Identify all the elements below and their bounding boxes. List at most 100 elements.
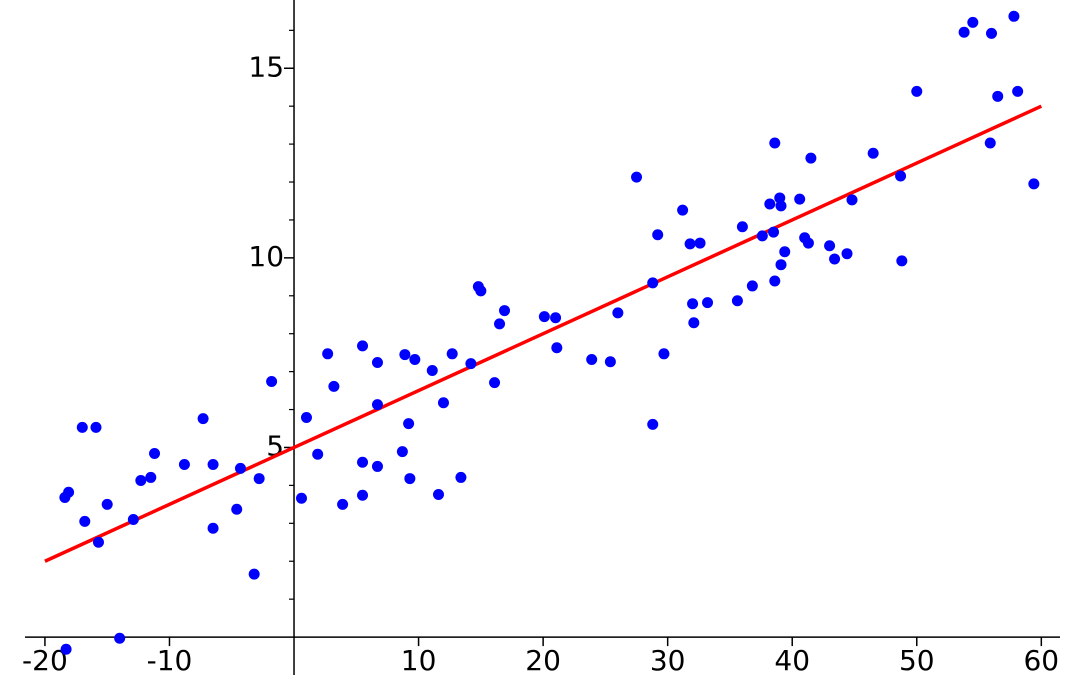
point bbox=[79, 515, 91, 527]
point bbox=[805, 152, 817, 164]
fit-line bbox=[44, 104, 1043, 563]
point bbox=[992, 90, 1004, 102]
point bbox=[647, 277, 659, 289]
point bbox=[207, 522, 219, 534]
point bbox=[829, 253, 841, 265]
point bbox=[357, 456, 369, 468]
point bbox=[371, 357, 383, 369]
point bbox=[911, 85, 923, 97]
point bbox=[647, 418, 659, 430]
point bbox=[677, 204, 689, 216]
point bbox=[337, 498, 349, 510]
point bbox=[266, 375, 278, 387]
point bbox=[396, 446, 408, 458]
point bbox=[399, 349, 411, 361]
point bbox=[455, 471, 467, 483]
point bbox=[90, 421, 102, 433]
point bbox=[775, 200, 787, 212]
point bbox=[694, 237, 706, 249]
point bbox=[295, 492, 307, 504]
x-tick-label: 60 bbox=[1023, 644, 1059, 675]
x-tick-label: 50 bbox=[899, 644, 935, 675]
point bbox=[550, 312, 562, 324]
point bbox=[631, 171, 643, 183]
point bbox=[1008, 10, 1020, 22]
point bbox=[736, 221, 748, 233]
point bbox=[779, 246, 791, 258]
point bbox=[475, 285, 487, 297]
point bbox=[312, 448, 324, 460]
point bbox=[409, 353, 421, 365]
point bbox=[494, 318, 506, 330]
point bbox=[896, 255, 908, 267]
point bbox=[794, 193, 806, 205]
point bbox=[867, 147, 879, 159]
x-tick-label: 40 bbox=[774, 644, 810, 675]
point bbox=[60, 643, 72, 655]
point bbox=[764, 198, 776, 210]
point bbox=[684, 238, 696, 250]
point bbox=[489, 377, 501, 389]
point bbox=[207, 459, 219, 471]
point bbox=[371, 399, 383, 411]
point bbox=[846, 194, 858, 206]
y-tick-label: 10 bbox=[248, 240, 284, 273]
point bbox=[841, 248, 853, 260]
point bbox=[967, 16, 979, 28]
point bbox=[114, 632, 126, 644]
point bbox=[687, 298, 699, 310]
point bbox=[178, 459, 190, 471]
point bbox=[604, 356, 616, 368]
point bbox=[702, 297, 714, 309]
point bbox=[403, 418, 415, 430]
point bbox=[63, 486, 75, 498]
point bbox=[446, 348, 458, 360]
point bbox=[328, 380, 340, 392]
point bbox=[127, 514, 139, 526]
point bbox=[551, 342, 563, 354]
point bbox=[746, 280, 758, 292]
point bbox=[76, 421, 88, 433]
point bbox=[984, 137, 996, 149]
x-tick-label: -20 bbox=[22, 644, 68, 675]
point bbox=[357, 489, 369, 501]
point bbox=[652, 229, 664, 241]
point bbox=[688, 317, 700, 329]
point bbox=[775, 259, 787, 271]
x-tick-label: -10 bbox=[147, 644, 193, 675]
point bbox=[437, 397, 449, 409]
point bbox=[433, 488, 445, 500]
point bbox=[357, 340, 369, 352]
point bbox=[248, 568, 260, 580]
point bbox=[253, 473, 265, 485]
point bbox=[322, 348, 334, 360]
point bbox=[731, 295, 743, 307]
point bbox=[197, 413, 209, 425]
point bbox=[802, 237, 814, 249]
point bbox=[135, 474, 147, 486]
point bbox=[985, 27, 997, 39]
point bbox=[756, 230, 768, 242]
x-tick-label: 30 bbox=[650, 644, 686, 675]
point bbox=[824, 240, 836, 252]
point bbox=[234, 462, 246, 474]
point bbox=[149, 448, 161, 460]
x-tick-label: 20 bbox=[525, 644, 561, 675]
point bbox=[769, 137, 781, 149]
y-tick-label: 15 bbox=[248, 50, 284, 83]
point bbox=[538, 311, 550, 323]
point bbox=[1012, 85, 1024, 97]
point bbox=[958, 26, 970, 38]
point bbox=[658, 348, 670, 360]
point bbox=[101, 498, 113, 510]
point bbox=[586, 353, 598, 365]
point bbox=[465, 358, 477, 370]
x-tick-label: 10 bbox=[401, 644, 437, 675]
point bbox=[1028, 178, 1040, 190]
point bbox=[769, 275, 781, 287]
point bbox=[145, 471, 157, 483]
point bbox=[231, 503, 243, 515]
point bbox=[426, 364, 438, 376]
point bbox=[92, 536, 104, 548]
